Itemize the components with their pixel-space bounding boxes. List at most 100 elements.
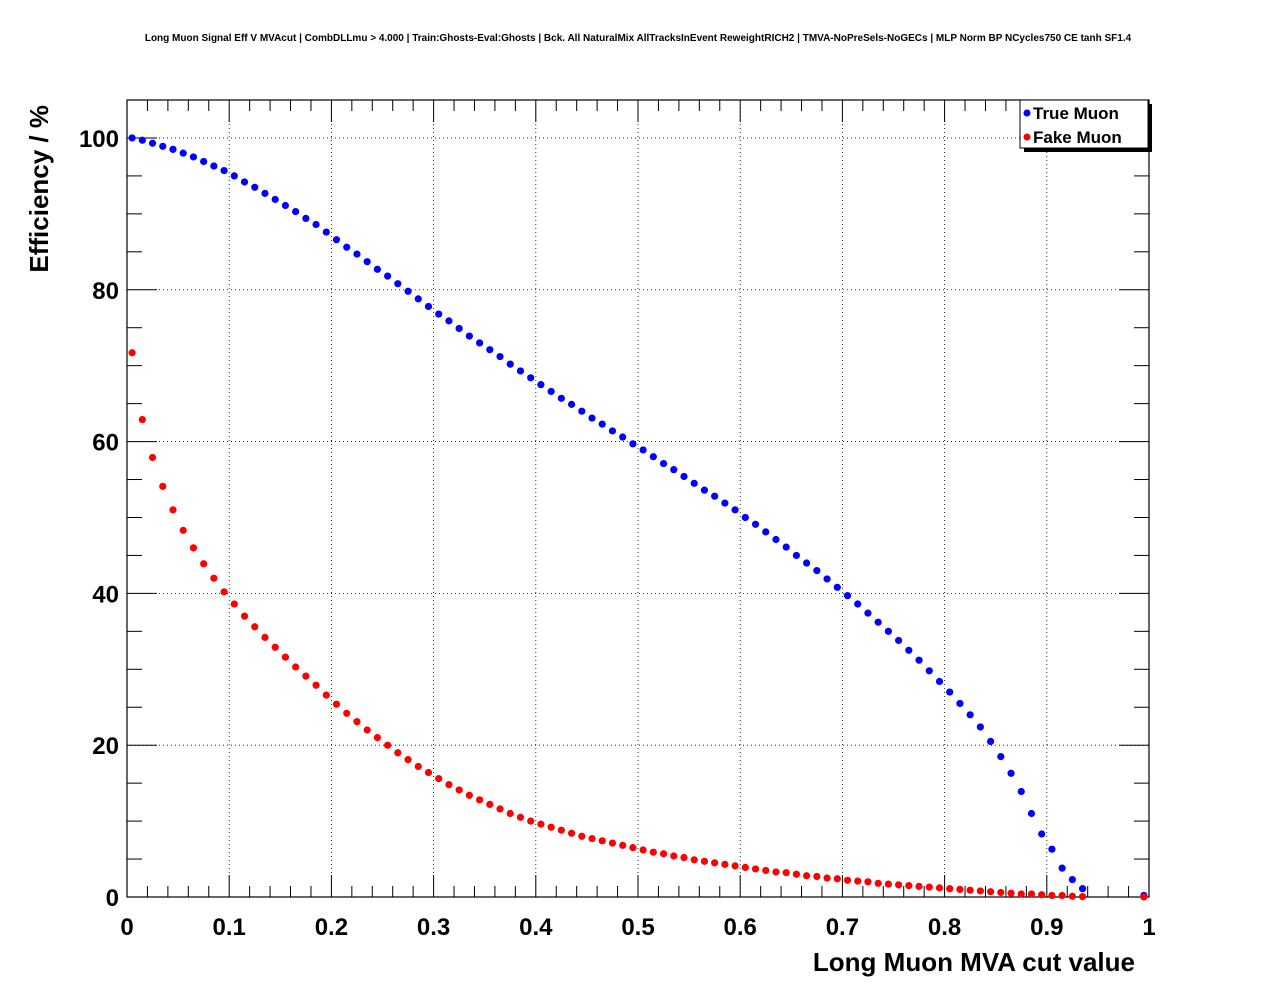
data-point [1007,889,1015,897]
x-tick-label: 0.5 [621,914,654,941]
data-point [659,459,668,468]
data-point [966,886,974,894]
data-point [782,869,790,877]
data-point [588,414,596,422]
data-point [915,656,923,664]
data-point [751,865,760,873]
data-point [925,883,933,891]
data-point [363,726,371,734]
data-point [1038,891,1046,899]
data-point [874,618,882,626]
grid-lines [127,100,1149,897]
data-point [159,142,167,150]
data-point [986,888,995,896]
data-point [619,433,627,441]
data-point [547,823,555,831]
data-point [700,857,709,865]
data-point [169,145,177,153]
data-point [925,667,933,675]
data-point [271,643,279,651]
data-point [659,850,668,858]
data-point [435,774,443,783]
data-point [414,762,422,771]
data-point [649,453,657,461]
data-point [1048,845,1056,853]
data-point [322,228,330,236]
data-point [813,872,821,881]
data-point [946,688,954,696]
data-point [792,551,801,560]
series-fake-muon [128,349,1148,901]
data-point [251,183,259,191]
data-point [414,295,422,303]
data-point [864,609,872,617]
data-point [762,528,770,536]
data-point [394,749,402,757]
data-point [394,280,402,288]
x-tick-labels: 0 0.1 0.2 0.3 0.4 0.5 0.6 0.7 0.8 0.9 1 [120,914,1155,941]
data-point [281,201,290,210]
data-point [384,741,392,749]
data-point [373,734,381,742]
legend-marker-true-muon [1023,109,1031,117]
data-point [792,870,801,878]
data-point [578,407,586,415]
data-point [230,600,238,608]
data-point [649,848,657,856]
data-point [220,588,228,596]
data-point [854,877,862,885]
data-point [843,592,852,600]
data-point [475,796,484,804]
data-point [884,880,892,888]
data-point [1048,891,1056,900]
data-point [833,875,841,883]
data-point [332,700,341,708]
data-point [1038,830,1046,838]
data-point [465,791,473,799]
data-point [1068,875,1076,884]
data-point [782,543,790,551]
data-point [261,189,269,197]
data-point [353,718,361,726]
data-point [895,881,903,889]
legend-label-fake-muon: Fake Muon [1033,128,1122,147]
data-point [823,874,831,882]
data-point [1078,893,1087,901]
data-point [292,207,300,216]
x-tick-label: 0.9 [1030,914,1063,941]
data-point [302,672,310,680]
data-point [956,699,964,708]
data-point [803,872,811,880]
data-point [343,709,351,717]
x-tick-label: 0.8 [928,914,961,941]
data-point [240,612,249,620]
data-point [557,826,565,834]
data-point [189,544,198,552]
data-point [424,768,433,777]
legend: True Muon Fake Muon [1019,99,1152,152]
data-point [946,885,954,893]
data-point [772,868,780,876]
data-point [741,513,749,522]
data-point [976,887,984,895]
data-point [833,583,841,591]
data-point [159,482,167,490]
data-point [639,446,647,454]
data-point [1027,890,1036,898]
y-tick-label: 0 [106,885,119,912]
data-point [1027,809,1036,818]
data-point [322,691,330,699]
data-point [404,287,412,295]
data-point [148,139,157,147]
data-point [567,400,576,408]
data-points [128,134,1148,901]
data-point [629,844,637,852]
data-point [363,258,371,266]
data-point [557,394,565,402]
data-point [567,829,576,837]
data-point [854,600,862,608]
data-point [527,374,535,382]
data-point [496,352,504,361]
data-point [210,574,218,582]
